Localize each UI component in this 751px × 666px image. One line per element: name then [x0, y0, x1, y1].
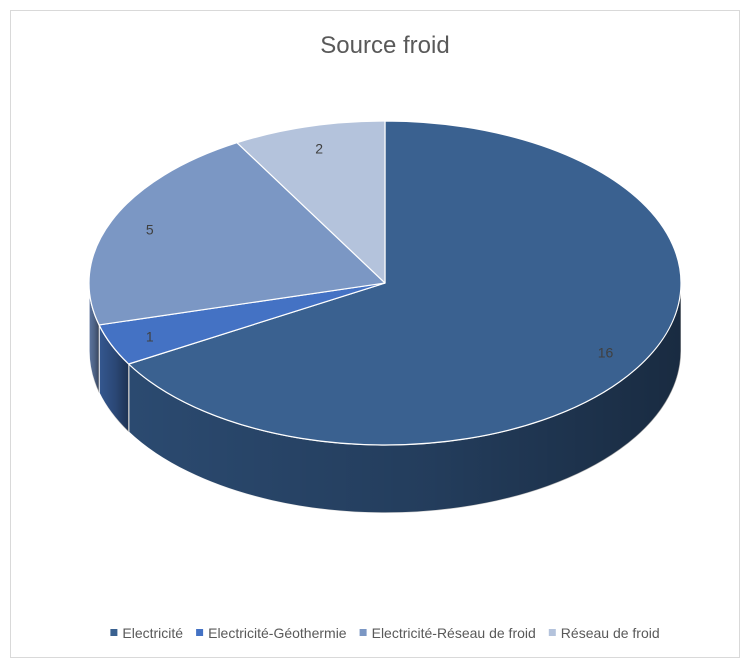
chart-title: Source froid	[320, 32, 449, 59]
legend-item-1[interactable]: Electricité	[110, 625, 183, 641]
legend-item-4[interactable]: Réseau de froid	[548, 625, 660, 641]
pie-slice-1[interactable]	[128, 120, 682, 446]
legend-item-3[interactable]: Electricité-Réseau de froid	[359, 625, 536, 641]
data-labels: 16 1 5 2	[146, 140, 614, 360]
legend-marker	[359, 629, 367, 636]
legend-label: Electricité-Géothermie	[208, 625, 347, 641]
legend-marker	[110, 629, 118, 636]
data-label-3: 5	[146, 222, 154, 238]
pie-side-shade-2	[99, 324, 129, 432]
data-label-1: 16	[598, 345, 614, 361]
pie-slices	[88, 120, 682, 446]
data-label-2: 1	[146, 328, 154, 344]
legend-label: Réseau de froid	[561, 625, 660, 641]
legend-label: Electricité	[122, 625, 183, 641]
pie-slice-3[interactable]	[88, 142, 386, 326]
pie-side-shade-3	[89, 283, 100, 393]
legend-item-2[interactable]: Electricité-Géothermie	[196, 625, 347, 641]
data-label-4: 2	[315, 140, 323, 156]
legend-label: Electricité-Réseau de froid	[372, 625, 536, 641]
pie-side-shade-1	[128, 283, 681, 513]
legend-marker	[196, 629, 204, 636]
legend-marker	[548, 629, 556, 636]
pie-slice-4[interactable]	[236, 120, 386, 284]
legend: Electricité Electricité-Géothermie Electri…	[110, 625, 660, 641]
